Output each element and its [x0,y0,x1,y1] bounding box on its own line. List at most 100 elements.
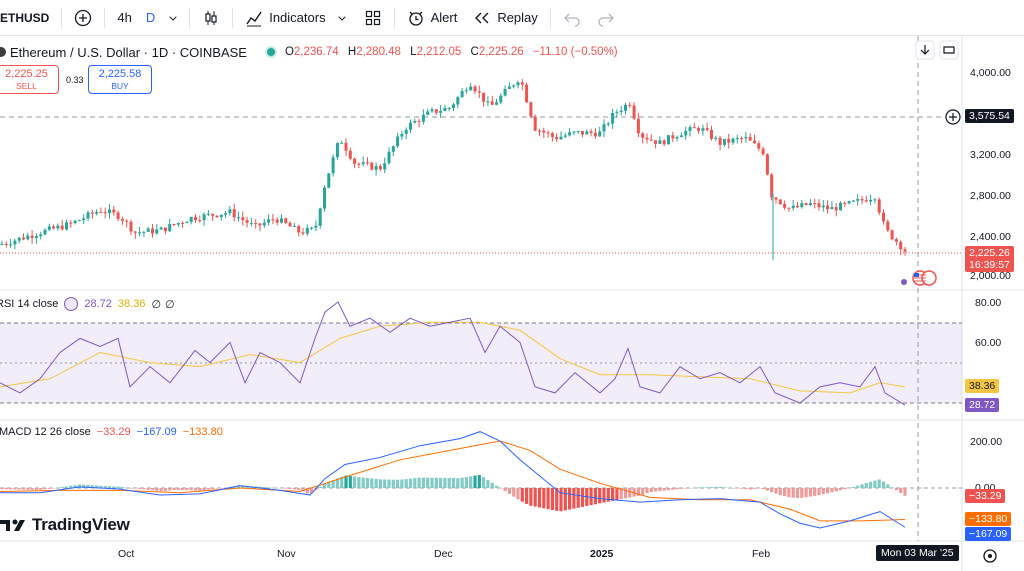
macd-histogram-bar [30,488,34,490]
candle-body [731,138,735,143]
rsi-axis[interactable]: 80.00 60.00 [975,297,1001,349]
candle-body [189,217,193,223]
compare-symbol-button[interactable] [66,0,100,36]
macd-histogram-bar [241,485,245,488]
candle-body [473,86,477,92]
candle-body [636,118,640,134]
rsi-lines-group [0,301,906,406]
macd-histogram-bar [297,488,301,490]
candle-body [886,221,890,231]
candle-body [469,86,473,91]
rsi-legend[interactable]: RSI 14 close 28.72 38.36 ∅ ∅ [0,296,175,312]
sell-button[interactable]: 2,225.25 SELL [0,65,59,94]
candle-body [890,230,894,240]
candle-body [864,200,868,202]
candle-body [73,220,77,224]
macd-axis[interactable]: 200.00 0.00 [970,436,1002,494]
candle-body [654,140,658,144]
macd-histogram-bar [236,485,241,488]
macd-histogram-bar [598,488,602,504]
ohlc-close-value: 2,225.26 [478,46,524,58]
macd-value: −167.09 [136,426,177,438]
macd-histogram-bar [757,488,761,489]
candle-body [267,219,271,223]
scroll-to-latest-button[interactable] [915,40,935,60]
add-alert-plus-button[interactable] [945,109,961,125]
candle-body [516,82,520,86]
candle-body [206,213,210,215]
price-axis[interactable]: 4,000.00 3,200.00 2,800.00 2,400.00 2,00… [970,67,1011,282]
macd-histogram-bar [344,475,348,488]
indicators-button[interactable]: Indicators [237,0,355,36]
candle-body [82,218,86,221]
alert-button[interactable]: Alert [399,0,466,36]
interval-4h-button[interactable]: 4h [109,0,139,36]
candle-body [813,203,817,205]
macd-histogram-bar [864,483,868,488]
candle-body [327,173,331,188]
macd-histogram-bar [417,477,421,488]
layouts-button[interactable] [356,0,390,36]
candle-body [26,235,30,240]
macd-histogram-bar [176,488,180,490]
candle-body [843,202,847,204]
tradingview-logo[interactable]: TradingView [0,515,130,535]
candle-body [168,224,172,232]
macd-histogram-bar [847,488,851,489]
candle-body [39,234,43,237]
candle-body [615,111,619,113]
time-label: Feb [752,548,770,560]
macd-hist-tag: −33.29 [965,489,1006,503]
macd-histogram-bar [800,488,804,498]
macd-histogram-bar [335,478,339,488]
candle-body [228,209,232,214]
macd-lines-group [0,431,906,529]
chart-settings-button[interactable] [939,40,959,60]
candle-body [224,213,228,215]
redo-icon [598,13,614,27]
macd-histogram-bar [580,488,585,507]
candle-body [692,127,696,129]
redo-button[interactable] [589,0,623,36]
candle-body [56,225,60,229]
candle-body [555,136,559,140]
macd-histogram-bar [503,488,507,492]
candle-body [869,199,873,202]
chart-type-button[interactable] [194,0,228,36]
macd-histogram-bar [284,488,288,489]
interval-d-button[interactable]: D [140,0,161,36]
candle-body [172,224,176,226]
candle-body [675,137,679,139]
macd-histogram-bar [593,488,597,505]
replay-button[interactable]: Replay [465,0,545,36]
macd-histogram-bar [783,488,787,497]
macd-histogram-bar [120,487,124,488]
economic-events-marker[interactable] [901,270,937,286]
candle-body [151,228,154,234]
buy-button[interactable]: 2,225.58 BUY [88,65,152,94]
undo-button[interactable] [555,0,589,36]
rsi-settings-icon[interactable] [64,297,79,311]
gear-icon[interactable] [983,549,997,563]
symbol-title[interactable]: Ethereum / U.S. Dollar · 1D · COINBASE [10,44,247,60]
macd-histogram-bar [684,488,688,489]
candle-body [847,201,851,204]
candle-body [460,91,464,98]
macd-histogram-bar [322,483,327,488]
candle-body [839,202,842,211]
indicators-icon [246,11,262,26]
macd-legend[interactable]: MACD 12 26 close −33.29 −167.09 −133.80 [0,424,223,440]
macd-histogram-bar [262,487,266,488]
macd-histogram-bar [838,488,843,491]
macd-histogram-bar [718,486,722,488]
macd-histogram-bar [17,488,21,490]
candle-body [576,131,580,133]
toolbar-divider [393,7,395,28]
candle-body [335,143,339,158]
interval-dropdown-button[interactable] [161,0,185,36]
candle-body [60,225,64,230]
time-axis[interactable]: Oct Nov Dec 2025 Feb [118,548,770,560]
symbol-search-button[interactable]: ETHUSD [0,0,57,36]
